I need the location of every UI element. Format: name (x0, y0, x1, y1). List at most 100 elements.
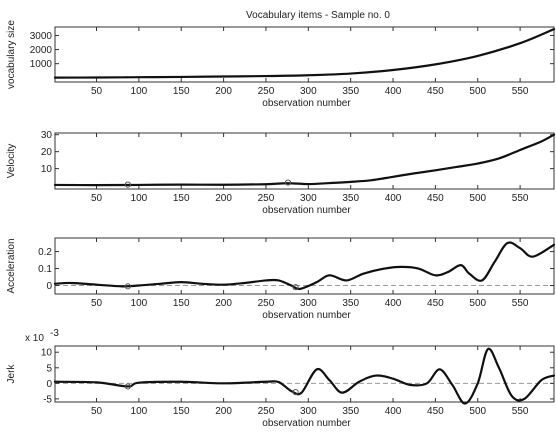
subplot-3: 50 100 150 200 250 300 350 400 450 500 550 0 0.1 0.2 o… (6, 237, 556, 321)
x-tick-label: 550 (512, 86, 529, 97)
x-tick-label: 450 (427, 193, 444, 204)
x-tick-label: 350 (342, 298, 359, 309)
y-tick-label: 30 (41, 130, 53, 141)
x-tick-label: 500 (469, 86, 486, 97)
data-point (265, 183, 267, 186)
data-point (307, 74, 310, 77)
data-point (222, 183, 225, 186)
x-tick-label: 300 (300, 86, 317, 97)
subplot-1: 50 100 150 200 250 300 350 400 450 500 550 1000 2000… (6, 20, 556, 109)
data-point (358, 380, 361, 383)
x-tick-label: 300 (300, 406, 317, 417)
x-tick-label: 250 (258, 406, 275, 417)
data-point (298, 288, 301, 290)
data-point (286, 182, 289, 185)
data-point (222, 75, 225, 78)
x-tick-label: 100 (131, 298, 148, 309)
data-point (519, 149, 522, 151)
x-tick-label: 300 (300, 193, 317, 204)
x-tick-label: 150 (173, 193, 190, 204)
data-point (413, 172, 416, 175)
plot-area-frame (54, 132, 555, 190)
y-tick-label: 0 (46, 281, 52, 292)
data-point (126, 385, 129, 388)
y-axis-label: Jerk (6, 364, 17, 384)
data-point (481, 279, 483, 282)
subplot-2: 50 100 150 200 250 300 350 400 450 500 550 10 20 30 ob… (6, 130, 556, 216)
x-tick-label: 350 (342, 193, 359, 204)
data-point (553, 28, 555, 31)
data-point (201, 282, 204, 285)
data-point (54, 184, 56, 186)
data-point (54, 282, 56, 285)
data-point (531, 255, 534, 258)
y-tick-label: 0 (46, 379, 52, 390)
x-tick-label: 150 (173, 298, 190, 309)
data-point (434, 169, 437, 172)
data-point (409, 383, 411, 386)
data-point (265, 279, 267, 282)
figure-title: Vocabulary items - Sample no. 0 (246, 10, 390, 21)
event-marker (284, 179, 292, 186)
data-point (392, 377, 394, 380)
data-point (506, 242, 509, 244)
x-tick-label: 450 (427, 406, 444, 417)
data-point (54, 76, 56, 79)
data-point (417, 267, 420, 270)
data-point (341, 391, 344, 394)
data-point (307, 183, 310, 185)
x-tick-label: 450 (427, 298, 444, 309)
data-point (392, 69, 394, 71)
data-point (498, 157, 500, 160)
x-tick-label: 500 (469, 193, 486, 204)
x-tick-label: 200 (215, 406, 232, 417)
data-point (315, 368, 318, 371)
event-marker (292, 388, 299, 396)
data-point (54, 380, 56, 383)
data-point (400, 265, 403, 268)
data-point (315, 281, 318, 284)
data-point (277, 381, 280, 383)
subplot-4: 50 100 150 200 250 300 350 400 450 500 550 -5 0 5 10 ob… (6, 328, 556, 429)
x-tick-label: 550 (512, 193, 529, 204)
y-tick-label: -5 (43, 394, 52, 405)
data-point (468, 272, 471, 275)
x-tick-label: 100 (131, 406, 148, 417)
x-tick-label: 400 (385, 406, 402, 417)
x-tick-label: 500 (469, 298, 486, 309)
data-point (553, 133, 555, 136)
event-marker (124, 383, 131, 390)
data-point (95, 283, 98, 286)
data-point (370, 179, 373, 182)
x-tick-label: 200 (215, 298, 232, 309)
data-point (455, 166, 458, 168)
x-tick-label: 250 (258, 193, 275, 204)
x-axis-label: observation number (262, 310, 351, 321)
data-point (392, 175, 394, 178)
data-point (438, 368, 441, 371)
data-point (222, 382, 225, 385)
x-tick-label: 300 (300, 298, 317, 309)
data-point (434, 274, 437, 277)
data-point (553, 243, 555, 246)
plot-area-frame (54, 345, 555, 403)
data-point (180, 183, 183, 186)
y-tick-label: 1000 (30, 59, 53, 70)
data-point (349, 180, 352, 183)
data-point (476, 55, 479, 57)
y-axis-label: Velocity (6, 144, 17, 178)
data-point (243, 282, 246, 284)
x-tick-label: 150 (173, 86, 190, 97)
data-series-line (53, 347, 556, 405)
x-tick-label: 500 (469, 406, 486, 417)
data-point (137, 76, 140, 79)
x-tick-label: 450 (427, 86, 444, 97)
y-tick-label: 0.1 (38, 264, 52, 275)
data-point (70, 282, 72, 284)
data-point (434, 63, 437, 66)
x-axis-label: observation number (262, 98, 351, 109)
x-tick-label: 550 (512, 406, 529, 417)
data-point (349, 72, 352, 75)
y-axis-exponent-power: -3 (50, 328, 59, 339)
